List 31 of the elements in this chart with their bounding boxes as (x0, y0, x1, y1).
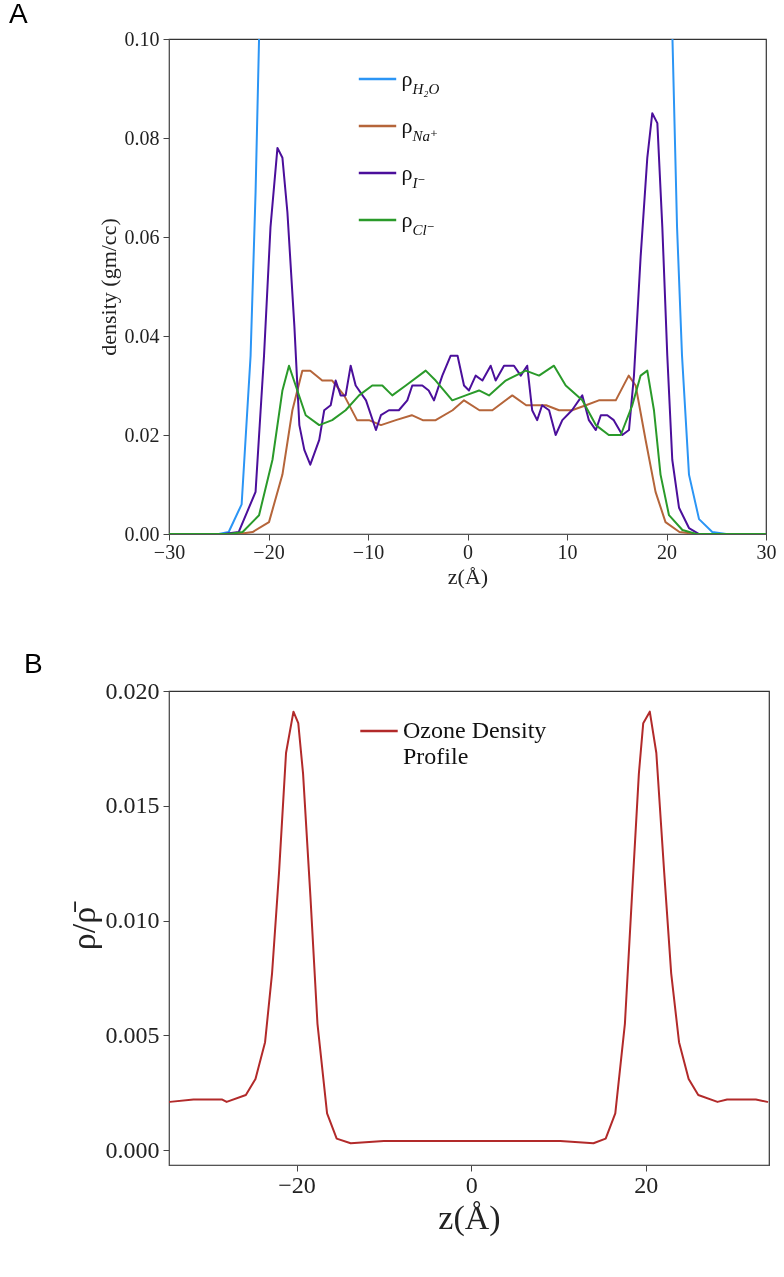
x-tick-label: −20 (278, 1171, 316, 1198)
y-tick-label: 0.000 (105, 1136, 160, 1163)
x-tick-label: 20 (657, 540, 677, 563)
x-axis-title: z(Å) (438, 1198, 501, 1237)
legend-label: Ozone Density Profile (403, 717, 547, 769)
x-tick-label: 0 (463, 540, 473, 563)
legend-label: ρ$_{H₂O}$ (401, 66, 440, 97)
y-tick-label: 0.02 (124, 423, 160, 446)
y-tick-label: 0.005 (105, 1021, 160, 1048)
legend-label: ρ$_{Cl⁻}$ (401, 207, 435, 238)
x-tick-label: −20 (253, 540, 285, 563)
y-tick-label: 0.010 (105, 907, 160, 934)
y-tick-label: 0.06 (124, 225, 160, 248)
y-tick-label: 0.020 (105, 677, 160, 704)
y-tick-label: 0.015 (105, 792, 160, 819)
line-series (169, 710, 769, 1145)
y-tick-label: 0.04 (124, 324, 160, 347)
legend-label: ρ$_{Na⁺}$ (401, 113, 438, 144)
x-tick-label: −10 (352, 540, 385, 563)
chart-title: B (24, 648, 43, 679)
y-axis-title: ρ/ρ̄ (64, 900, 102, 951)
x-tick-label: 30 (756, 540, 777, 563)
x-tick-label: 10 (557, 540, 578, 563)
x-axis-title: z(Å) (447, 563, 489, 589)
x-tick-label: 20 (634, 1171, 659, 1198)
x-tick-label: 0 (465, 1171, 478, 1198)
y-tick-label: 0.10 (124, 27, 160, 50)
chart-title: A (9, 0, 28, 29)
y-tick-label: 0.08 (124, 126, 160, 149)
y-axis-title: density (gm/cc) (95, 218, 121, 356)
legend-label: ρ$_{I⁻}$ (401, 160, 426, 191)
